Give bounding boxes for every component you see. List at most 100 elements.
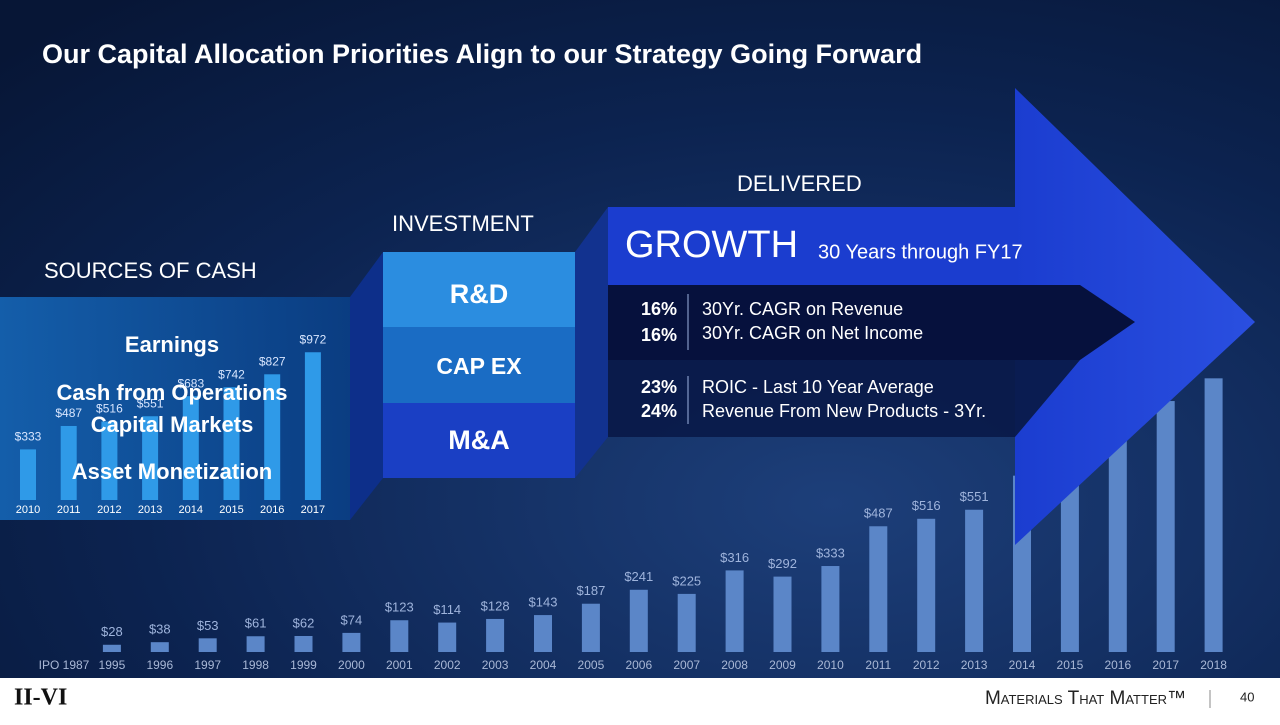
investment-item: M&A <box>448 425 510 455</box>
bar <box>725 570 744 652</box>
bar <box>773 576 792 652</box>
x-tick-label: 2010 <box>817 658 844 672</box>
bar <box>1156 401 1175 652</box>
bar <box>438 622 457 652</box>
bar <box>965 509 984 652</box>
x-tick-label: 2015 <box>1057 658 1084 672</box>
metric-row <box>608 285 1135 360</box>
bar <box>342 632 361 652</box>
bar <box>182 396 199 500</box>
metric-label: Revenue From New Products - 3Yr. <box>702 401 986 421</box>
bar <box>869 526 888 652</box>
bar <box>142 416 159 500</box>
x-tick-label: 2009 <box>769 658 796 672</box>
bar <box>102 644 121 652</box>
x-tick-label: 2000 <box>338 658 365 672</box>
capex-box <box>383 327 575 403</box>
value-label: $487 <box>864 506 893 521</box>
bar <box>390 620 409 652</box>
x-tick-label: 2011 <box>57 504 81 516</box>
bar <box>917 518 936 652</box>
heading: DELIVERED <box>737 171 862 196</box>
x-tick-label: 1998 <box>242 658 269 672</box>
x-tick-label: 2015 <box>219 504 243 516</box>
x-tick-label: 1996 <box>146 658 173 672</box>
ma-box <box>383 403 575 478</box>
bar <box>223 387 240 500</box>
metric-value: 23% <box>641 377 677 397</box>
bar <box>1060 460 1079 652</box>
x-tick-label: 2004 <box>530 658 557 672</box>
bar <box>264 374 281 500</box>
bar <box>246 636 265 652</box>
x-tick-label: 2007 <box>673 658 700 672</box>
value-label: $123 <box>385 600 414 615</box>
metric-label: 30Yr. CAGR on Net Income <box>702 323 923 343</box>
value-label: $516 <box>912 498 941 513</box>
arrow-head <box>1015 88 1255 545</box>
bar <box>20 449 36 500</box>
slide-title: Our Capital Allocation Priorities Align … <box>42 39 922 69</box>
value-label: $28 <box>101 624 123 639</box>
value-label: $487 <box>55 406 82 420</box>
bar <box>581 603 600 652</box>
value-label: $742 <box>218 367 245 381</box>
bar <box>150 642 169 652</box>
x-tick-label: 2011 <box>865 658 891 672</box>
rd-box <box>383 252 575 327</box>
growth-title: GROWTH <box>625 224 798 266</box>
x-tick-label: 2012 <box>913 658 940 672</box>
logo: II-VI <box>14 685 67 711</box>
x-tick-label: 2001 <box>386 658 413 672</box>
metric-value: 16% <box>641 299 677 319</box>
x-tick-label: 2013 <box>961 658 988 672</box>
x-tick-label: 2013 <box>138 504 162 516</box>
source-item: Asset Monetization <box>72 459 272 484</box>
growth-band <box>608 207 1018 285</box>
value-label: $333 <box>15 430 42 444</box>
x-tick-label: 2016 <box>1104 658 1131 672</box>
value-label: $516 <box>96 402 123 416</box>
source-item: Capital Markets <box>91 412 254 437</box>
source-item: Earnings <box>125 332 219 357</box>
bar <box>486 618 505 652</box>
x-tick-label: 2017 <box>1152 658 1179 672</box>
bar <box>1204 378 1223 652</box>
x-tick-label: 2003 <box>482 658 509 672</box>
x-tick-label: 2010 <box>16 504 40 516</box>
heading: INVESTMENT <box>392 211 534 236</box>
page-number: 40 <box>1240 689 1254 704</box>
x-tick-label: 2008 <box>721 658 748 672</box>
x-tick-label: 2014 <box>179 504 203 516</box>
value-label: $62 <box>293 615 315 630</box>
bar <box>534 615 552 652</box>
x-tick-label: 2002 <box>434 658 461 672</box>
bar <box>677 593 696 652</box>
x-tick-label: 1995 <box>99 658 126 672</box>
metric-label: ROIC - Last 10 Year Average <box>702 377 934 397</box>
bar <box>60 425 77 500</box>
value-label: $61 <box>245 616 267 631</box>
connector <box>575 207 608 478</box>
sources-panel <box>0 297 350 520</box>
metric-label: 30Yr. CAGR on Revenue <box>702 299 903 319</box>
bar <box>304 352 321 500</box>
value-label: $114 <box>433 602 461 617</box>
investment-item: CAP EX <box>436 353 522 379</box>
value-label: $187 <box>576 583 605 598</box>
value-label: $551 <box>960 489 989 504</box>
value-label: $53 <box>197 618 219 633</box>
x-tick-label: IPO 1987 <box>39 658 90 672</box>
value-label: $74 <box>341 612 363 627</box>
bar <box>101 421 118 500</box>
source-item: Cash from Operations <box>56 380 287 405</box>
investment-item: R&D <box>450 279 509 309</box>
value-label: $128 <box>481 598 510 613</box>
value-label: $241 <box>624 569 653 584</box>
bar <box>1108 438 1127 652</box>
metric-value: 16% <box>641 325 677 345</box>
footer-bar <box>0 678 1280 720</box>
bar <box>198 638 217 652</box>
bar <box>821 566 840 652</box>
heading: SOURCES OF CASH <box>44 258 257 283</box>
